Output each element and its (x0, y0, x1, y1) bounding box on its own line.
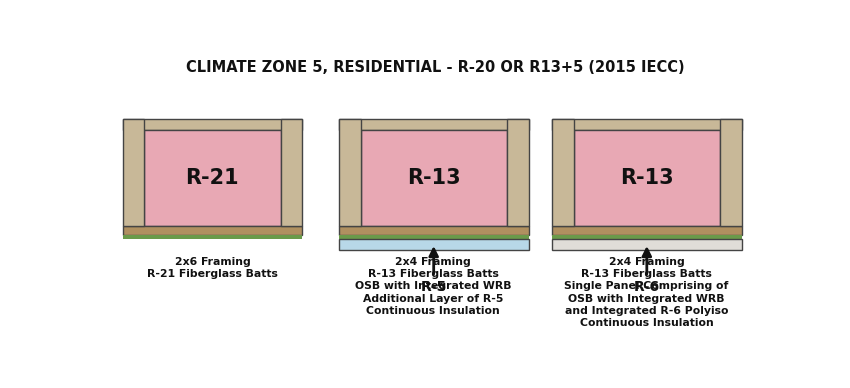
Bar (552, 119, 574, 226)
Text: Continuous Insulation: Continuous Insulation (580, 319, 713, 328)
Bar (123, 119, 144, 226)
Bar (339, 119, 360, 226)
Text: OSB with Integrated WRB: OSB with Integrated WRB (568, 294, 725, 304)
Text: R-13: R-13 (407, 168, 461, 188)
Bar (339, 239, 529, 250)
Text: CLIMATE ZONE 5, RESIDENTIAL - R-20 OR R13+5 (2015 IECC): CLIMATE ZONE 5, RESIDENTIAL - R-20 OR R1… (186, 61, 685, 75)
Text: 2x4 Framing: 2x4 Framing (395, 257, 471, 267)
Text: Single Panel Comprising of: Single Panel Comprising of (564, 281, 728, 291)
Text: R-21: R-21 (185, 168, 239, 188)
Bar (123, 226, 302, 235)
Text: 2x4 Framing: 2x4 Framing (609, 257, 684, 267)
Bar (339, 235, 529, 239)
Text: R-13 Fiberglass Batts: R-13 Fiberglass Batts (581, 269, 711, 279)
Text: 2x6 Framing: 2x6 Framing (174, 257, 250, 267)
Text: R-13 Fiberglass Batts: R-13 Fiberglass Batts (368, 269, 499, 279)
Bar (720, 119, 742, 226)
Bar (552, 226, 742, 235)
Text: OSB with Integrated WRB: OSB with Integrated WRB (355, 281, 512, 291)
Text: and Integrated R-6 Polyiso: and Integrated R-6 Polyiso (564, 306, 728, 316)
Text: Additional Layer of R-5: Additional Layer of R-5 (363, 294, 503, 304)
Bar (552, 119, 742, 130)
Bar (123, 235, 302, 239)
Bar (144, 130, 281, 226)
Bar (360, 130, 507, 226)
Bar (123, 119, 302, 130)
Bar (339, 226, 529, 235)
Bar (339, 119, 529, 130)
Text: Continuous Insulation: Continuous Insulation (366, 306, 500, 316)
Bar (507, 119, 529, 226)
Text: R-6: R-6 (634, 280, 660, 294)
Bar (552, 235, 742, 239)
Text: R-5: R-5 (421, 280, 447, 294)
Bar (574, 130, 720, 226)
Text: R-21 Fiberglass Batts: R-21 Fiberglass Batts (147, 269, 278, 279)
Text: R-13: R-13 (620, 168, 673, 188)
Bar (552, 239, 742, 250)
Bar (281, 119, 302, 226)
